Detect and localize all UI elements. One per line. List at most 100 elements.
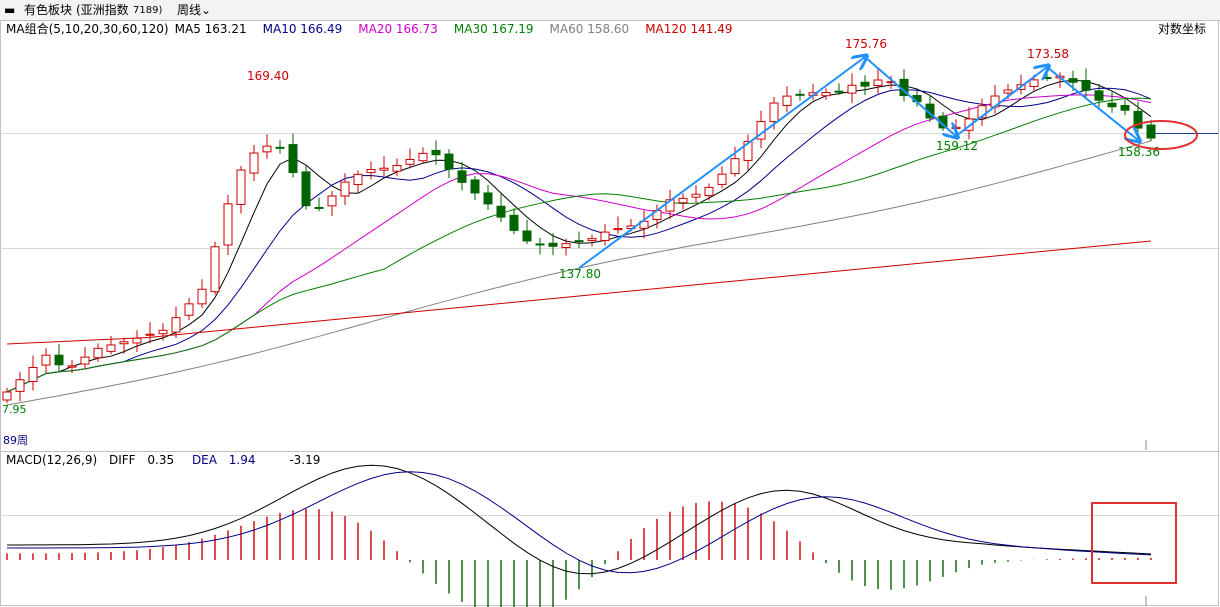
log-scale-label[interactable]: 对数坐标 <box>1158 21 1206 36</box>
candle <box>743 134 753 171</box>
candle <box>1133 101 1143 133</box>
candle <box>366 161 376 180</box>
candle-body <box>93 347 103 359</box>
candle <box>483 184 493 210</box>
candle <box>340 173 350 205</box>
candle-body <box>405 159 415 165</box>
highlight-box <box>1091 502 1177 584</box>
candle-body <box>314 206 324 209</box>
candle <box>41 348 51 374</box>
candle <box>730 146 740 177</box>
ma-legend: MA组合(5,10,20,30,60,120) MA5 163.21 MA10 16… <box>6 21 732 36</box>
candle-body <box>795 93 805 96</box>
candle-body <box>327 195 337 207</box>
candle <box>457 161 467 191</box>
candle <box>925 95 935 122</box>
candle <box>496 194 506 223</box>
candle <box>860 75 870 96</box>
candle-body <box>106 344 116 352</box>
trend-arrow <box>1046 66 1138 140</box>
candle <box>834 83 844 95</box>
candle <box>392 158 402 177</box>
price-annotation: 137.80 <box>559 267 601 281</box>
candle <box>2 388 12 403</box>
candle <box>847 73 857 104</box>
candle-body <box>1094 90 1104 101</box>
candle <box>1081 68 1091 99</box>
candle-body <box>470 179 480 194</box>
candle <box>873 69 883 94</box>
candle <box>171 306 181 339</box>
candle-body <box>782 95 792 106</box>
ma-legend-item: MA5 163.21 <box>175 22 247 36</box>
candle-body <box>288 144 298 173</box>
ma-legend-item: MA20 166.73 <box>358 22 438 36</box>
candle-body <box>418 152 428 162</box>
candle-body <box>1146 124 1156 139</box>
candle <box>54 344 64 372</box>
candle <box>899 69 909 102</box>
candle-body <box>977 105 987 119</box>
candle <box>977 98 987 126</box>
candle-body <box>132 337 142 344</box>
candle-body <box>769 102 779 123</box>
candle <box>613 216 623 234</box>
price-annotation: 159.12 <box>936 139 978 153</box>
candle <box>1094 83 1104 108</box>
candle-body <box>860 81 870 87</box>
candle <box>509 208 519 235</box>
candle <box>184 297 194 321</box>
candle-body <box>561 243 571 249</box>
candle <box>600 224 610 246</box>
candle-body <box>54 354 64 366</box>
candle-body <box>1120 105 1130 111</box>
candle <box>470 175 480 200</box>
candle <box>964 106 974 140</box>
candle-body <box>639 220 649 229</box>
price-annotation: 169.40 <box>247 69 289 83</box>
period-selector[interactable]: 周线⌄ <box>177 3 211 17</box>
candle <box>821 88 831 100</box>
candle-body <box>197 288 207 305</box>
trend-arrow <box>578 57 865 269</box>
candle <box>587 234 597 247</box>
candle-body <box>483 192 493 205</box>
candle-body <box>236 169 246 205</box>
candle <box>210 241 220 295</box>
candle-body <box>41 354 51 366</box>
candle-body <box>1042 76 1052 79</box>
candle-body <box>184 303 194 316</box>
candle <box>80 347 90 370</box>
candle <box>756 110 766 149</box>
candle-body <box>80 356 90 365</box>
macd-series <box>6 464 1177 607</box>
candle-body <box>704 186 714 196</box>
candle-body <box>444 153 454 170</box>
candle-body <box>730 158 740 175</box>
candle <box>28 355 38 391</box>
candle-body <box>717 173 727 185</box>
ma-legend-item: MA120 141.49 <box>645 22 732 36</box>
ma-legend-item: MA30 167.19 <box>454 22 534 36</box>
diff-value: 0.35 <box>147 453 174 467</box>
chevron-down-icon: ⌄ <box>201 3 212 17</box>
dash-icon: ▬ <box>4 3 16 17</box>
candle-body <box>431 149 441 156</box>
candle-body <box>951 126 961 130</box>
candle <box>314 197 324 212</box>
index-label: (亚洲指数 <box>76 3 129 17</box>
candle-body <box>457 170 467 183</box>
macd-panel-frame <box>0 451 1219 606</box>
candle-body <box>1081 79 1091 91</box>
candle-body <box>964 118 974 131</box>
candle <box>249 145 259 182</box>
candle-body <box>223 203 233 246</box>
candle <box>691 185 701 204</box>
candle <box>444 149 454 179</box>
candle-body <box>353 173 363 185</box>
candle-body <box>145 333 155 336</box>
candle <box>405 148 415 169</box>
candle-body <box>210 246 220 293</box>
candle <box>223 194 233 255</box>
macd-value: -3.19 <box>289 453 320 467</box>
